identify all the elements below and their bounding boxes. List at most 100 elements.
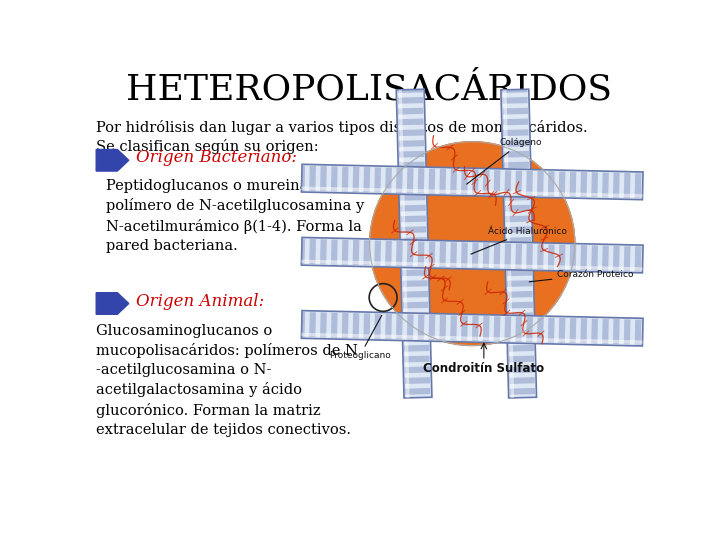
Polygon shape <box>364 240 370 265</box>
Polygon shape <box>418 241 424 267</box>
Polygon shape <box>398 90 410 398</box>
Polygon shape <box>298 239 305 264</box>
Polygon shape <box>428 168 436 194</box>
Polygon shape <box>302 164 643 200</box>
Polygon shape <box>309 166 316 191</box>
Polygon shape <box>657 174 663 199</box>
Polygon shape <box>406 409 431 416</box>
Polygon shape <box>331 313 338 338</box>
Polygon shape <box>624 319 631 345</box>
Polygon shape <box>503 129 528 136</box>
Polygon shape <box>406 420 431 427</box>
Polygon shape <box>405 399 431 406</box>
Polygon shape <box>508 334 534 341</box>
Text: Corazón Proteico: Corazón Proteico <box>529 270 634 282</box>
Polygon shape <box>508 291 533 298</box>
Polygon shape <box>602 319 609 344</box>
Polygon shape <box>320 166 327 191</box>
Polygon shape <box>580 318 587 343</box>
Polygon shape <box>505 316 511 342</box>
Text: Origen Animal:: Origen Animal: <box>137 293 265 310</box>
Polygon shape <box>418 168 424 193</box>
Polygon shape <box>506 237 531 244</box>
Polygon shape <box>506 248 531 255</box>
Polygon shape <box>405 388 431 395</box>
Polygon shape <box>580 245 587 270</box>
Polygon shape <box>450 169 457 194</box>
Polygon shape <box>374 240 381 266</box>
Polygon shape <box>364 167 370 192</box>
Polygon shape <box>645 320 652 345</box>
Text: HETEROPOLISACÁRIDOS: HETEROPOLISACÁRIDOS <box>126 72 612 106</box>
Polygon shape <box>402 259 427 266</box>
Polygon shape <box>461 315 468 341</box>
Polygon shape <box>403 313 428 319</box>
Polygon shape <box>537 244 544 269</box>
Polygon shape <box>602 246 609 271</box>
Polygon shape <box>331 239 338 265</box>
Polygon shape <box>505 183 530 190</box>
Polygon shape <box>505 244 511 268</box>
Text: Colágeno: Colágeno <box>467 138 542 184</box>
Text: Peptidoglucanos o mureina:
polímero de N-acetilglucosamina y
N-acetilmurámico β(: Peptidoglucanos o mureina: polímero de N… <box>106 179 364 253</box>
Polygon shape <box>503 97 528 104</box>
Polygon shape <box>510 377 535 384</box>
Polygon shape <box>472 170 479 194</box>
Polygon shape <box>537 171 544 196</box>
Text: Glucosaminoglucanos o
mucopolisacáridos: polímeros de N
-acetilglucosamina o N-
: Glucosaminoglucanos o mucopolisacáridos:… <box>96 323 358 437</box>
Polygon shape <box>320 313 327 338</box>
Polygon shape <box>302 260 642 271</box>
Polygon shape <box>405 367 430 373</box>
Polygon shape <box>400 205 426 212</box>
Polygon shape <box>504 151 529 158</box>
Polygon shape <box>510 399 536 406</box>
Circle shape <box>369 141 575 346</box>
Circle shape <box>405 177 539 310</box>
Polygon shape <box>309 312 316 337</box>
Polygon shape <box>418 315 424 340</box>
Polygon shape <box>624 246 631 271</box>
Polygon shape <box>298 312 305 337</box>
Polygon shape <box>385 167 392 193</box>
Polygon shape <box>403 302 428 308</box>
Polygon shape <box>287 239 294 264</box>
Polygon shape <box>510 409 536 416</box>
Text: Condroitín Sulfato: Condroitín Sulfato <box>423 362 544 375</box>
Polygon shape <box>364 313 370 339</box>
Polygon shape <box>461 169 468 194</box>
Text: Por hidrólisis dan lugar a varios tipos distintos de monosacáridos.: Por hidrólisis dan lugar a varios tipos … <box>96 120 588 135</box>
Polygon shape <box>526 244 533 269</box>
Polygon shape <box>401 237 427 244</box>
Polygon shape <box>667 320 674 345</box>
Polygon shape <box>396 314 402 339</box>
Polygon shape <box>398 108 423 114</box>
Polygon shape <box>645 173 652 199</box>
Polygon shape <box>501 89 536 398</box>
Polygon shape <box>402 280 428 287</box>
Polygon shape <box>509 356 534 362</box>
Polygon shape <box>559 172 565 197</box>
Polygon shape <box>450 315 457 340</box>
Polygon shape <box>353 167 359 192</box>
Polygon shape <box>645 247 652 272</box>
Polygon shape <box>510 420 536 427</box>
Polygon shape <box>507 269 532 276</box>
Polygon shape <box>405 356 430 362</box>
Text: Se clasifican según su origen:: Se clasifican según su origen: <box>96 139 319 154</box>
Polygon shape <box>494 170 500 195</box>
Polygon shape <box>439 169 446 194</box>
Polygon shape <box>482 316 490 341</box>
Polygon shape <box>385 314 392 339</box>
Polygon shape <box>510 388 535 395</box>
Polygon shape <box>505 194 530 201</box>
Polygon shape <box>570 245 576 270</box>
Polygon shape <box>399 129 424 136</box>
Polygon shape <box>302 310 643 346</box>
Polygon shape <box>276 238 284 264</box>
Polygon shape <box>400 183 426 190</box>
Polygon shape <box>407 314 413 340</box>
Polygon shape <box>407 241 413 266</box>
Polygon shape <box>397 65 423 71</box>
Polygon shape <box>96 293 129 314</box>
Polygon shape <box>298 166 305 191</box>
